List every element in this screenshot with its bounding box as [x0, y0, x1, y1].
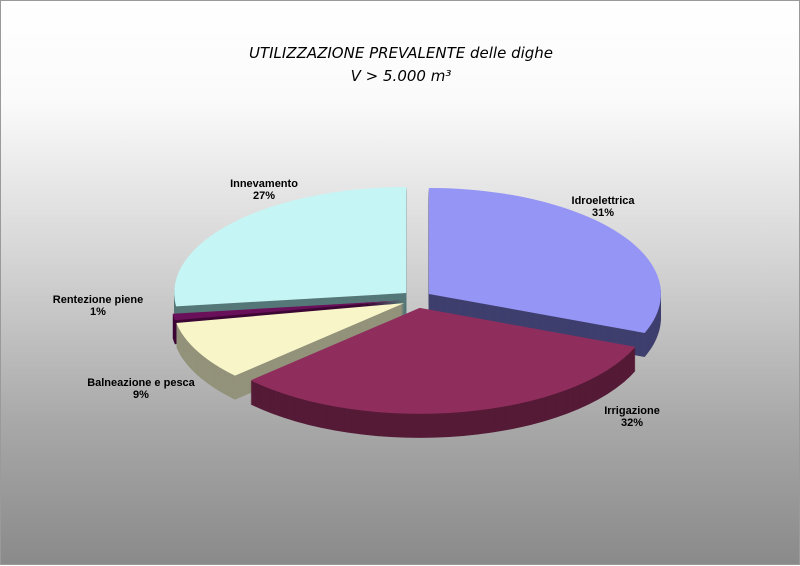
pie-slice-top: [176, 303, 405, 376]
pie-slice-irrigazione: [250, 307, 636, 438]
slice-label: Idroelettrica: [572, 195, 636, 207]
slice-label: Rentezione piene: [53, 294, 143, 306]
slice-percent-label: 1%: [90, 306, 106, 318]
pie-slice-side: [172, 301, 403, 322]
pie-slice-top: [428, 187, 661, 333]
slice-percent-label: 32%: [621, 417, 643, 429]
pie-slice-top: [172, 300, 403, 321]
slice-label: Innevamento: [230, 178, 298, 190]
pie-slice-top: [250, 307, 636, 414]
slice-label: Irrigazione: [604, 405, 660, 417]
slice-percent-label: 9%: [133, 389, 149, 401]
slice-label: Balneazione e pesca: [87, 377, 195, 389]
slice-percent-label: 31%: [592, 207, 614, 219]
pie-slice-top: [174, 187, 407, 307]
chart-subtitle: V > 5.000 m³: [350, 67, 452, 85]
slice-percent-label: 27%: [253, 190, 275, 202]
chart-title: UTILIZZAZIONE PREVALENTE delle dighe: [248, 44, 554, 62]
pie-slice-innevamento: [174, 187, 407, 331]
pie-slice-side: [172, 302, 403, 323]
